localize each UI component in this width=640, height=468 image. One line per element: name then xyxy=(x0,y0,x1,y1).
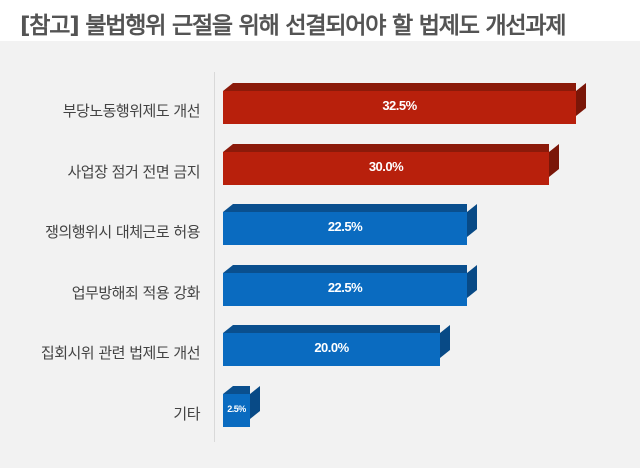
bar-row: 사업장 점거 전면 금지 30.0% xyxy=(0,144,640,194)
value-label: 20.0% xyxy=(314,340,349,355)
value-label: 2.5% xyxy=(227,404,246,414)
value-label: 30.0% xyxy=(368,159,404,174)
value-label: 32.5% xyxy=(382,98,417,113)
bar: 30.0% xyxy=(223,152,549,185)
bar: 2.5% xyxy=(223,394,250,427)
value-label: 22.5% xyxy=(327,219,363,234)
bar: 22.5% xyxy=(223,212,467,245)
category-label: 집회시위 관련 법제도 개선 xyxy=(40,344,201,362)
y-axis-line xyxy=(214,72,215,442)
value-label: 22.5% xyxy=(327,280,363,295)
bar-row: 업무방해죄 적용 강화 22.5% xyxy=(0,265,640,315)
bar-row: 쟁의행위시 대체근로 허용 22.5% xyxy=(0,204,640,254)
bar: 22.5% xyxy=(223,273,467,306)
category-label: 기타 xyxy=(173,405,200,423)
bar-row: 기타 2.5% xyxy=(0,386,640,436)
category-label: 사업장 점거 전면 금지 xyxy=(67,163,200,181)
bar-row: 부당노동행위제도 개선 32.5% xyxy=(0,83,640,133)
category-label: 쟁의행위시 대체근로 허용 xyxy=(45,223,200,241)
bar-row: 집회시위 관련 법제도 개선 20.0% xyxy=(0,325,640,375)
chart-title: [참고] 불법행위 근절을 위해 선결되어야 할 법제도 개선과제 xyxy=(20,13,567,39)
bar: 32.5% xyxy=(223,91,576,124)
category-label: 업무방해죄 적용 강화 xyxy=(71,284,201,302)
category-label: 부당노동행위제도 개선 xyxy=(62,102,201,120)
bar: 20.0% xyxy=(223,333,440,366)
